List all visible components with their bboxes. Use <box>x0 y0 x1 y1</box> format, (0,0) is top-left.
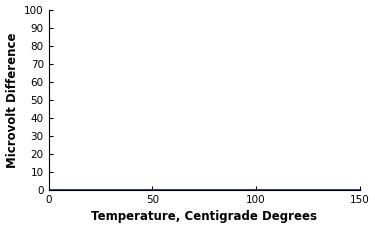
X-axis label: Temperature, Centigrade Degrees: Temperature, Centigrade Degrees <box>91 210 317 224</box>
Y-axis label: Microvolt Difference: Microvolt Difference <box>6 32 18 168</box>
